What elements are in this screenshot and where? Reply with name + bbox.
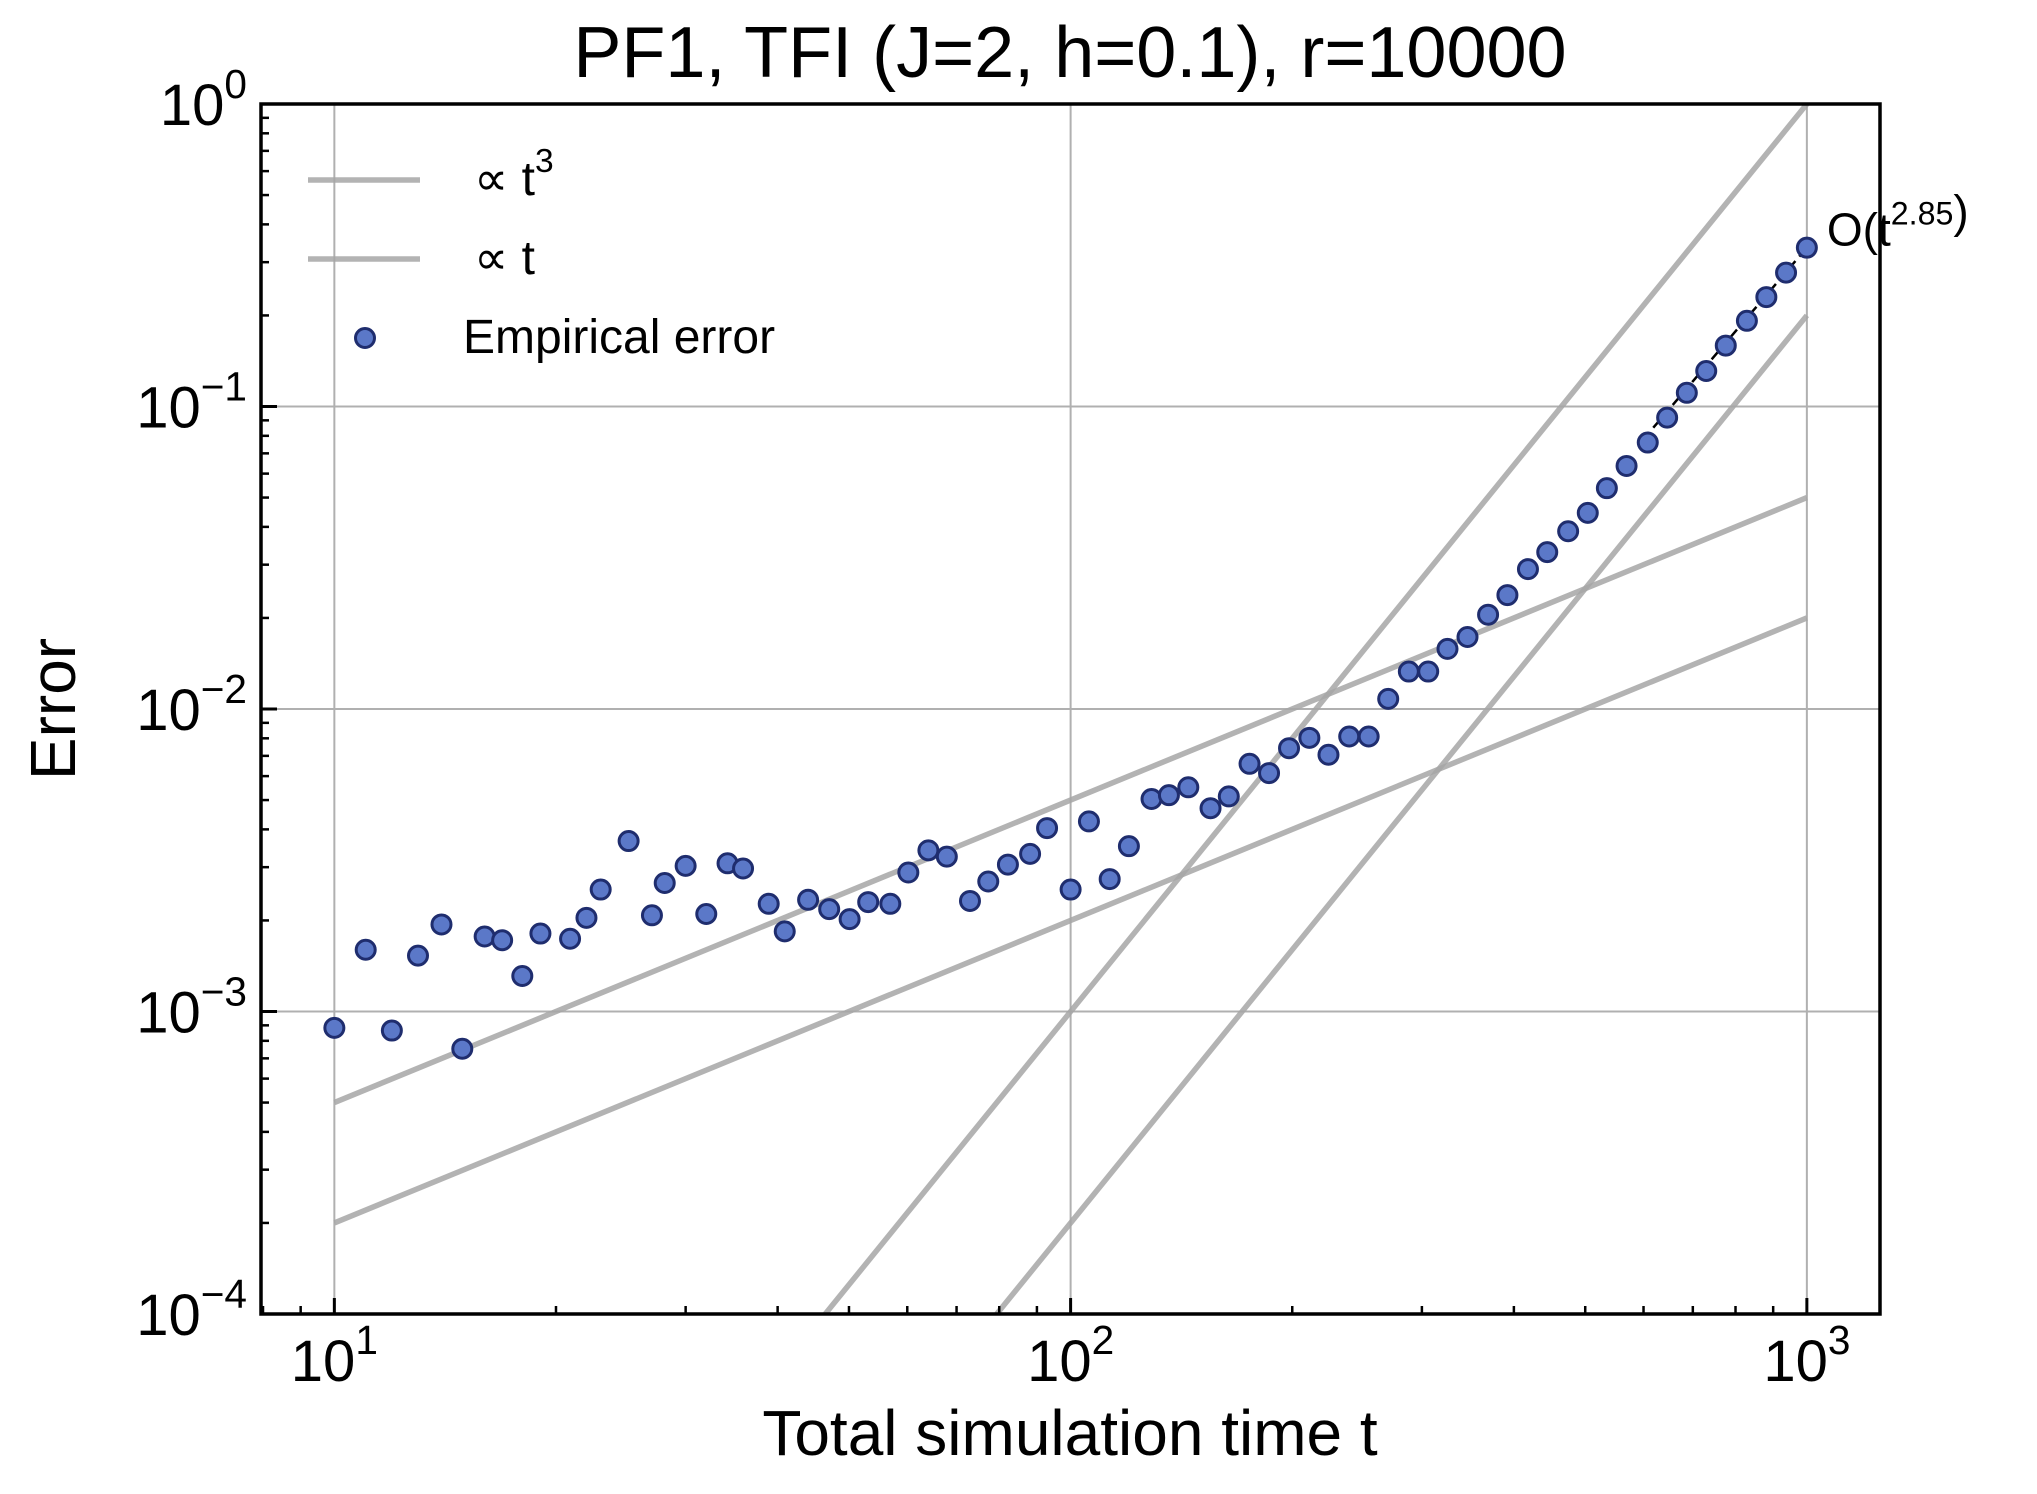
data-point [897, 861, 920, 884]
data-point [529, 922, 552, 945]
data-point [323, 1016, 346, 1039]
data-point [1199, 797, 1222, 820]
legend-label: ∝ t [474, 232, 535, 285]
data-point [589, 878, 612, 901]
data-point [1298, 726, 1321, 749]
data-point [1217, 785, 1240, 808]
data-point [407, 944, 430, 967]
data-point [1077, 810, 1100, 833]
data-point [695, 903, 718, 926]
reference-line [823, 104, 1809, 1314]
data-point [1636, 431, 1659, 454]
data-point [879, 892, 902, 915]
data-point [640, 904, 663, 927]
y-tick-label: 100 [160, 61, 247, 139]
data-point [1098, 868, 1121, 891]
y-axis-label: Error [17, 638, 89, 780]
data-point [575, 906, 598, 929]
data-point [1238, 752, 1261, 775]
data-point [1036, 817, 1059, 840]
data-point [1795, 236, 1818, 259]
data-point [559, 927, 582, 950]
data-point [757, 892, 780, 915]
x-axis-label: Total simulation time t [762, 1397, 1378, 1469]
plot-area [323, 104, 1818, 1314]
data-point [818, 898, 841, 921]
data-point [1675, 381, 1698, 404]
data-point [1496, 584, 1519, 607]
data-point [1477, 603, 1500, 626]
data-point [977, 870, 1000, 893]
data-point [1735, 309, 1758, 332]
y-tick-label: 10−2 [136, 666, 247, 744]
data-point [1755, 286, 1778, 309]
data-point [1397, 660, 1420, 683]
axes: 101 102 103 10−4 10−3 10−2 10−1 100 O(t2.85) [136, 61, 1969, 1395]
y-tick-label: 10−1 [136, 363, 247, 441]
data-point [1157, 784, 1180, 807]
y-tick-label: 10−3 [136, 968, 247, 1046]
data-point [996, 853, 1019, 876]
data-point [617, 830, 640, 853]
data-point [473, 925, 496, 948]
data-point [1695, 360, 1718, 383]
chart-title: PF1, TFI (J=2, h=0.1), r=10000 [573, 13, 1566, 93]
data-point [773, 920, 796, 943]
y-tick-label: 10−4 [136, 1271, 247, 1349]
data-point [1656, 406, 1679, 429]
data-point [935, 845, 958, 868]
legend-label: Empirical error [463, 311, 775, 364]
data-point [1536, 541, 1559, 564]
data-point [1775, 261, 1798, 284]
data-point [797, 888, 820, 911]
legend-swatch [354, 327, 376, 349]
grid [261, 103, 1880, 1315]
data-point [1117, 835, 1140, 858]
data-point [451, 1037, 474, 1060]
data-point [674, 854, 697, 877]
annotation: O(t2.85) [1827, 185, 1969, 255]
data-point [491, 929, 514, 952]
data-point [1140, 788, 1163, 811]
reference-line [333, 495, 1808, 1226]
data-point [1714, 334, 1737, 357]
data-point [511, 965, 534, 988]
data-point [838, 908, 861, 931]
data-point [430, 913, 453, 936]
data-point [1557, 520, 1580, 543]
data-point [354, 938, 377, 961]
data-point [1338, 725, 1361, 748]
data-point [1019, 842, 1042, 865]
data-point [1417, 660, 1440, 683]
data-point [1059, 878, 1082, 901]
data-point [1436, 637, 1459, 660]
data-point [1258, 762, 1281, 785]
data-point [1595, 477, 1618, 500]
data-point [1576, 501, 1599, 524]
data-point [958, 889, 981, 912]
data-point [1177, 776, 1200, 799]
x-tick-label: 103 [1763, 1317, 1850, 1395]
data-point [732, 857, 755, 880]
data-point [1516, 558, 1539, 581]
data-point [653, 871, 676, 894]
x-tick-label: 101 [291, 1317, 378, 1395]
data-point [1317, 743, 1340, 766]
legend-label: ∝ t3 [474, 143, 554, 206]
data-point [857, 891, 880, 914]
data-point [380, 1019, 403, 1042]
data-point [1377, 687, 1400, 710]
data-point [917, 839, 940, 862]
legend: ∝ t3 ∝ t Empirical error [308, 143, 775, 364]
data-point [1278, 737, 1301, 760]
data-point [1456, 625, 1479, 648]
data-point [1615, 454, 1638, 477]
data-point [1357, 725, 1380, 748]
x-tick-label: 102 [1027, 1317, 1114, 1395]
